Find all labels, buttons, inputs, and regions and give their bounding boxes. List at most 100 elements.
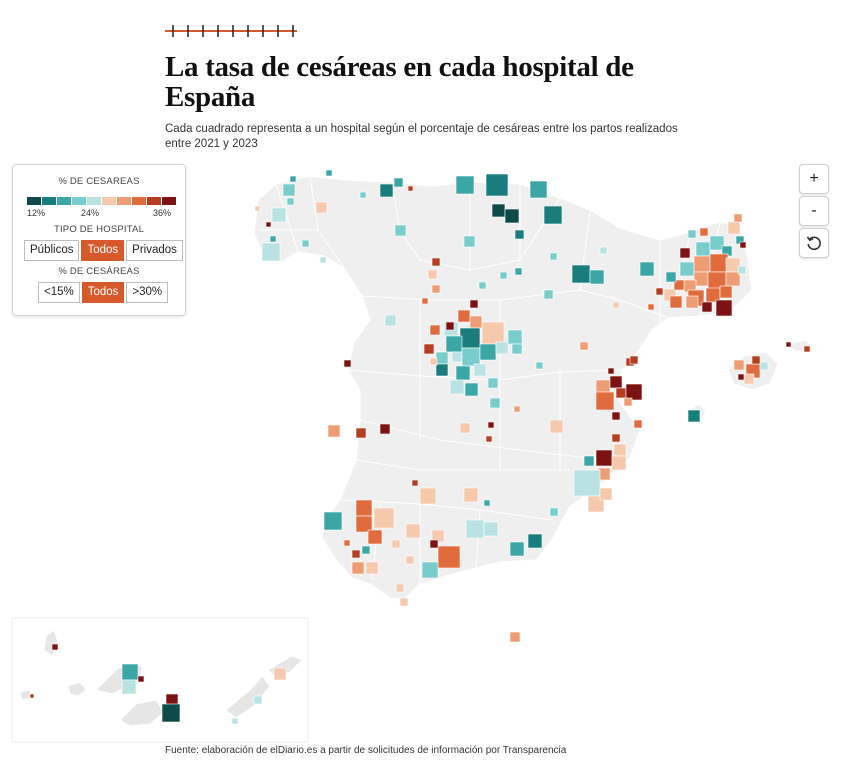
hospital-square [273, 667, 287, 681]
hospital-square [607, 367, 615, 375]
hospital-square [394, 224, 407, 237]
hospital-square [487, 421, 495, 429]
hospital-square [499, 271, 508, 280]
hospital-square [367, 529, 383, 545]
hospital-square [261, 242, 281, 262]
hospital-square [286, 197, 295, 206]
mainland-shape [253, 175, 753, 601]
page-title: La tasa de cesáreas en cada hospital de … [165, 51, 634, 113]
hospital-square [459, 327, 481, 349]
hospital-square [739, 241, 747, 249]
hospital-square [715, 299, 733, 317]
tick-max: 36% [153, 208, 172, 218]
hospital-square [478, 281, 487, 290]
hospital-square [407, 185, 414, 192]
zoom-out-button[interactable]: - [799, 196, 829, 226]
hospital-square [573, 469, 601, 497]
hospital-square [437, 545, 461, 569]
hospital-square [629, 355, 639, 365]
hospital-square [549, 419, 564, 434]
spain-map[interactable] [0, 160, 846, 750]
hospital-square [719, 285, 733, 299]
hospital-square [351, 561, 365, 575]
hospital-square [421, 561, 439, 579]
hospital-square [351, 549, 361, 559]
hospital-square [737, 265, 747, 275]
hospital-squares[interactable] [29, 169, 811, 725]
filter-above-30-button[interactable]: >30% [126, 282, 169, 303]
hospital-square [751, 355, 761, 365]
hospital-square [461, 347, 481, 367]
source-note: Fuente: elaboración de elDiario.es a par… [165, 745, 567, 756]
filter-below-15-button[interactable]: <15% [38, 282, 80, 303]
hospital-square [655, 287, 664, 296]
hospital-square [514, 229, 525, 240]
hospital-square [464, 382, 479, 397]
type-filter-title: TIPO DE HOSPITAL [53, 224, 145, 235]
hospital-square [481, 321, 505, 345]
ramp-swatch [57, 197, 71, 205]
hospital-square [373, 507, 395, 529]
hospital-square [511, 343, 523, 355]
hospital-square [571, 264, 591, 284]
hospital-square [615, 387, 627, 399]
hospital-square [733, 213, 743, 223]
filter-publicos-button[interactable]: Públicos [24, 240, 80, 261]
ramp-swatch [162, 197, 176, 205]
hospital-square [613, 443, 627, 457]
hospital-square [609, 375, 623, 389]
rate-filter: <15% Todos >30% [38, 282, 170, 303]
hospital-square [429, 539, 439, 549]
ramp-swatch [87, 197, 101, 205]
hospital-square [543, 205, 563, 225]
page-subtitle: Cada cuadrado representa a un hospital s… [165, 123, 678, 150]
hospital-square [611, 411, 621, 421]
hospital-square [487, 377, 499, 389]
hospital-square [455, 365, 471, 381]
legend-panel: % DE CESAREAS 12% 24% 36% TIPO DE HOSPIT… [12, 164, 186, 316]
hospital-square [391, 539, 401, 549]
hospital-square [343, 539, 351, 547]
hospital-square [665, 271, 677, 283]
hospital-square [384, 314, 397, 327]
hospital-square [473, 363, 487, 377]
filter-todos-rate-button[interactable]: Todos [81, 282, 125, 303]
hospital-square [693, 255, 711, 273]
ramp-swatch [117, 197, 131, 205]
hospital-square [679, 247, 691, 259]
reset-icon [806, 236, 821, 251]
hospital-square [463, 487, 479, 503]
hospital-square [509, 631, 521, 643]
hospital-square [253, 695, 263, 705]
filter-todos-type-button[interactable]: Todos [81, 240, 125, 261]
filter-privados-button[interactable]: Privados [126, 240, 183, 261]
ramp-swatch [42, 197, 56, 205]
reset-view-button[interactable] [799, 228, 829, 258]
hospital-square [455, 175, 475, 195]
hospital-square [419, 487, 437, 505]
hospital-square [365, 561, 379, 575]
hospital-square [429, 357, 438, 366]
hospital-square [457, 309, 471, 323]
hospital-square [399, 597, 409, 607]
color-legend-title: % DE CESAREAS [58, 176, 140, 187]
hospital-square [685, 295, 699, 309]
hospital-square [29, 693, 35, 699]
hospital-square [543, 289, 554, 300]
hospital-square [435, 363, 449, 377]
hospital-square [579, 341, 589, 351]
hospital-square [393, 177, 404, 188]
hospital-square [463, 235, 476, 248]
hospital-square [673, 279, 685, 291]
hospital-square [514, 267, 523, 276]
hospital-square [669, 295, 683, 309]
hospital-square [701, 301, 713, 313]
zoom-in-button[interactable]: + [799, 164, 829, 194]
hospital-square [599, 487, 613, 501]
hospital-square [611, 433, 621, 443]
hospital-square [379, 423, 391, 435]
hospital-square [485, 435, 493, 443]
hospital-square [687, 229, 697, 239]
hospital-square [449, 379, 465, 395]
hospital-square [254, 205, 261, 212]
